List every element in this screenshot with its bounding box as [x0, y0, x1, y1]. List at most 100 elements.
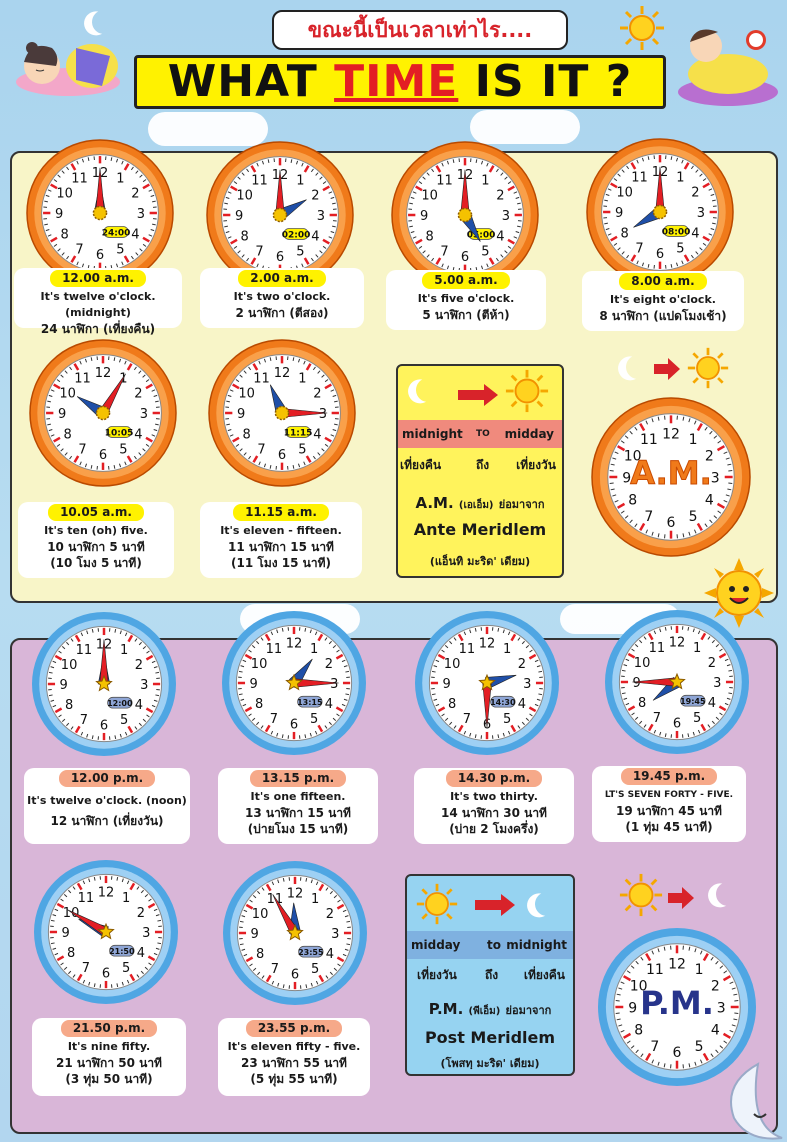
clock-number: 11 [640, 432, 658, 448]
smiling-moon-icon [718, 1062, 784, 1142]
clock-tick [528, 706, 537, 713]
clock-tick [716, 502, 725, 509]
clock-tick [336, 713, 340, 717]
clock-tick [694, 1061, 697, 1066]
clock-number: 3 [319, 407, 327, 422]
clock-tick [643, 724, 647, 728]
clock-number: 11 [631, 171, 648, 186]
clock-tick [297, 358, 301, 363]
clock-tick [336, 649, 340, 653]
clock-tick [76, 261, 79, 266]
title-post: IS IT ? [458, 56, 633, 107]
clock-number: 9 [615, 206, 623, 221]
clock-number: 7 [255, 245, 263, 260]
clock-number: 5 [689, 509, 698, 525]
clock-number: 9 [62, 926, 70, 941]
clock-tick [710, 193, 715, 197]
english-phrase: It's two o'clock. [233, 290, 331, 303]
digital-badge [298, 945, 324, 958]
clock-number: 1 [695, 962, 704, 978]
clock-tick [68, 970, 72, 975]
clock-number: 6 [96, 248, 104, 263]
clock-tick [639, 522, 646, 531]
clock-tick [118, 463, 122, 468]
clock-tick [258, 360, 261, 365]
clock-number: 10 [238, 387, 255, 402]
clock-tick [322, 181, 327, 185]
clock-tick [148, 962, 152, 966]
clock-tick [517, 202, 521, 205]
clock-number: 2 [708, 656, 716, 671]
clock-tick [91, 628, 94, 633]
am-label-card: 2.00 a.m. It's two o'clock. 2 นาฬิกา (ตี… [200, 268, 364, 328]
clock-tick [623, 1032, 632, 1039]
clock-tick [618, 987, 623, 990]
clock-tick [697, 729, 701, 734]
clock-tick [643, 636, 647, 640]
clock-tick [70, 726, 74, 730]
clock-tick [81, 263, 85, 268]
clock-tick [73, 455, 80, 463]
clock-center [286, 923, 304, 941]
clock-tick [70, 638, 74, 642]
clock-tick [623, 975, 632, 982]
clock-tick [639, 720, 643, 725]
clock-tick [317, 633, 324, 642]
clock-tick [126, 363, 133, 371]
clock-tick [449, 721, 453, 726]
am-clock: 12123456789101108:00 [586, 138, 734, 286]
clock-tick [616, 1018, 621, 1021]
clock-tick [418, 181, 423, 185]
clock-tick [80, 632, 84, 637]
clock-tick [257, 971, 261, 976]
sun-icon [618, 4, 666, 52]
clock-number: 8 [65, 698, 73, 713]
clock-number: 10 [61, 658, 78, 673]
clock-tick [314, 730, 318, 735]
clock-tick [263, 463, 267, 468]
clock-number: 5 [676, 242, 684, 257]
clock-number: 4 [691, 227, 699, 242]
clock-tick [50, 183, 58, 190]
clock-number: 2 [496, 189, 504, 204]
clock-tick [126, 455, 133, 463]
clock-tick [130, 166, 134, 171]
clock-tick [90, 357, 93, 361]
pm-label-card: 14.30 p.m. It's two thirty. 14 นาฬิกา 30… [414, 768, 574, 844]
clock-tick [626, 165, 630, 170]
clock-tick [435, 703, 440, 707]
am-label-card: 8.00 a.m. It's eight o'clock. 8 นาฬิกา (… [582, 271, 744, 331]
clock-number: 11 [74, 372, 91, 387]
clock-tick [517, 725, 521, 729]
clock-tick [469, 732, 472, 737]
clock-tick [725, 457, 730, 460]
clock-tick [50, 236, 58, 243]
clock-tick [136, 886, 140, 890]
clock-number: 2 [135, 658, 143, 673]
clock-tick [725, 494, 730, 497]
clock-tick [147, 902, 156, 909]
clock-tick [224, 225, 228, 228]
clock-tick [712, 222, 716, 225]
clock-tick [251, 717, 256, 721]
clock-tick [715, 716, 720, 720]
clock-number: 9 [633, 676, 641, 691]
clock-tick [688, 1063, 691, 1068]
clock-tick [709, 430, 713, 435]
thai-phrase-colloquial: (บ่าย 2 โมงครึ่ง) [449, 822, 539, 836]
clock-tick [239, 374, 243, 378]
clock-tick [48, 671, 53, 674]
clock-tick [335, 653, 344, 660]
clock-tick [66, 641, 70, 646]
digital-time: 23:55 [298, 948, 324, 957]
clock-tick [521, 721, 525, 726]
clock-tick [124, 731, 128, 736]
clock-number: 11 [253, 372, 270, 387]
clock-number: 10 [444, 657, 461, 672]
clock-tick [270, 730, 274, 735]
time-badge: 10.05 a.m. [48, 504, 144, 521]
smiling-sun-icon [702, 556, 776, 634]
clock-tick [61, 170, 65, 174]
clock-tick [265, 974, 272, 983]
